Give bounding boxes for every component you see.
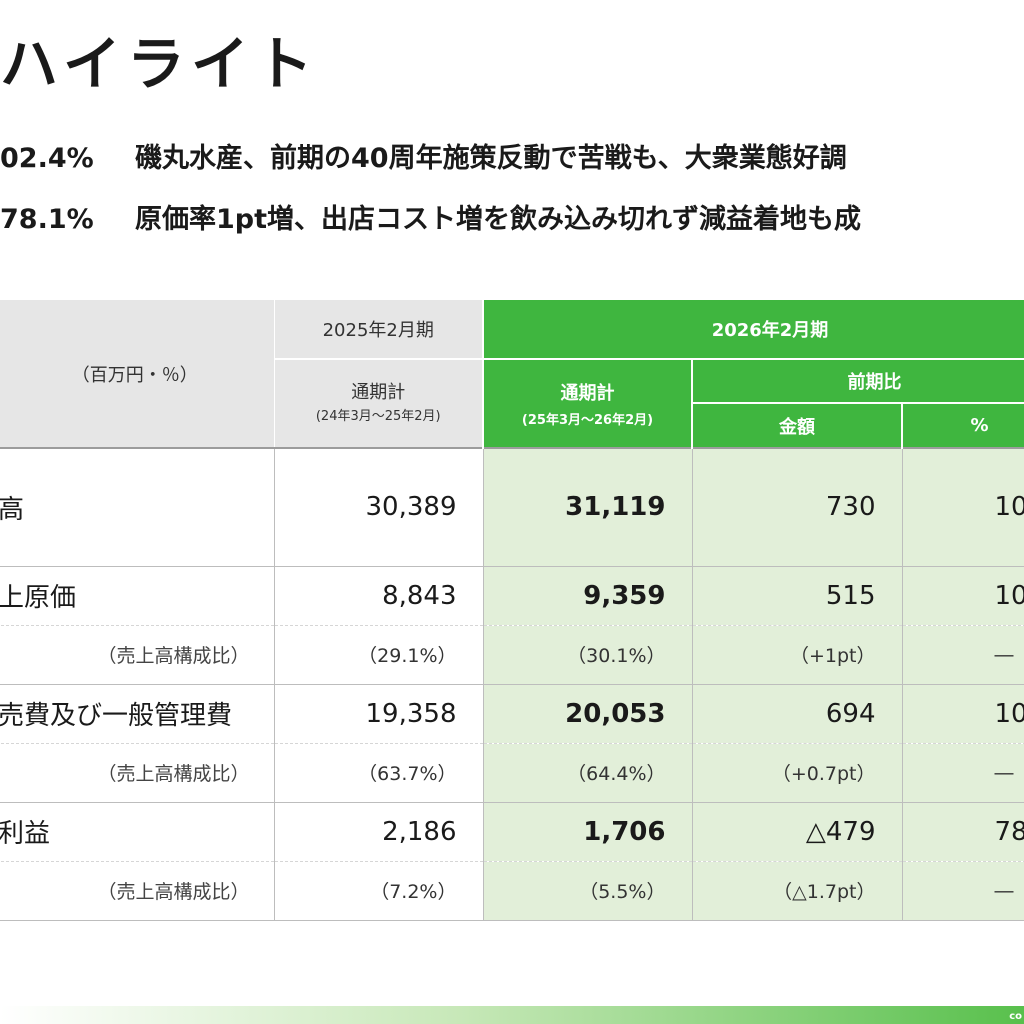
table-row: （売上高構成比） （7.2%） （5.5%） （△1.7pt） ― bbox=[0, 860, 1024, 921]
footer-copyright: co bbox=[1009, 1011, 1022, 1022]
highlight-bullet-profit: 78.1% 原価率1pt増、出店コスト増を飲み込み切れず減益着地も成 bbox=[0, 200, 861, 240]
diff-value: 694 bbox=[692, 683, 903, 743]
prev-ratio: （29.1%） bbox=[274, 624, 484, 684]
prev-full-year-header: 通期計 (24年3月～25年2月) bbox=[274, 359, 483, 448]
prev-value: 8,843 bbox=[274, 565, 484, 625]
table-row: 高 30,389 31,119 730 102 bbox=[0, 447, 1024, 566]
pct-value: 102 bbox=[902, 447, 1024, 566]
diff-ratio: （+1pt） bbox=[692, 624, 903, 684]
row-sublabel: （売上高構成比） bbox=[0, 860, 275, 921]
pct-value: 103 bbox=[902, 683, 1024, 743]
pct-value: 105 bbox=[902, 565, 1024, 625]
cur-ratio: （30.1%） bbox=[483, 624, 693, 684]
diff-ratio: （△1.7pt） bbox=[692, 860, 903, 921]
row-label: 利益 bbox=[0, 801, 275, 861]
amount-header: 金額 bbox=[691, 403, 902, 448]
cur-value: 20,053 bbox=[483, 683, 693, 743]
bullet-text: 磯丸水産、前期の40周年施策反動で苦戦も、大衆業態好調 bbox=[135, 143, 847, 174]
diff-ratio: （+0.7pt） bbox=[692, 742, 903, 802]
table-row: 売費及び一般管理費 19,358 20,053 694 103 bbox=[0, 683, 1024, 743]
cur-ratio: （64.4%） bbox=[483, 742, 693, 802]
prev-value: 2,186 bbox=[274, 801, 484, 861]
prev-period-header: 2025年2月期 bbox=[274, 300, 483, 360]
table-row: 上原価 8,843 9,359 515 105 bbox=[0, 565, 1024, 625]
cur-range-label: (25年3月～26年2月) bbox=[521, 413, 654, 428]
table-row: （売上高構成比） （29.1%） （30.1%） （+1pt） ― bbox=[0, 624, 1024, 684]
row-label: 売費及び一般管理費 bbox=[0, 683, 275, 743]
diff-value: 515 bbox=[692, 565, 903, 625]
pct-ratio: ― bbox=[902, 624, 1024, 684]
cur-period-header: 2026年2月期 bbox=[481, 300, 1024, 360]
prev-value: 30,389 bbox=[274, 447, 484, 566]
highlight-bullet-sales: 02.4% 磯丸水産、前期の40周年施策反動で苦戦も、大衆業態好調 bbox=[0, 139, 847, 179]
cur-ratio: （5.5%） bbox=[483, 860, 693, 921]
pct-ratio: ― bbox=[902, 742, 1024, 802]
table-row: （売上高構成比） （63.7%） （64.4%） （+0.7pt） ― bbox=[0, 742, 1024, 802]
prev-value: 19,358 bbox=[274, 683, 484, 743]
yoy-header: 前期比 bbox=[690, 359, 1024, 404]
percent-header: % bbox=[900, 403, 1024, 448]
diff-value: 730 bbox=[692, 447, 903, 566]
bullet-percent: 78.1% bbox=[0, 204, 94, 235]
row-label: 高 bbox=[0, 447, 275, 566]
footer-bar bbox=[0, 1006, 1024, 1024]
cur-value: 1,706 bbox=[483, 801, 693, 861]
cur-value: 9,359 bbox=[483, 565, 693, 625]
diff-value: △479 bbox=[692, 801, 903, 861]
unit-header: （百万円・％） bbox=[0, 300, 275, 448]
table-row: 利益 2,186 1,706 △479 78 bbox=[0, 801, 1024, 861]
row-sublabel: （売上高構成比） bbox=[0, 624, 275, 684]
prev-full-label: 通期計 bbox=[351, 382, 406, 404]
bullet-text: 原価率1pt増、出店コスト増を飲み込み切れず減益着地も成 bbox=[135, 204, 862, 235]
prev-range-label: (24年3月～25年2月) bbox=[315, 408, 441, 424]
pct-value: 78 bbox=[902, 801, 1024, 861]
cur-value: 31,119 bbox=[483, 447, 693, 566]
prev-ratio: （7.2%） bbox=[274, 860, 484, 921]
prev-ratio: （63.7%） bbox=[274, 742, 484, 802]
page-title: ハイライト bbox=[0, 30, 319, 98]
row-sublabel: （売上高構成比） bbox=[0, 742, 275, 802]
cur-full-label: 通期計 bbox=[560, 383, 615, 404]
pct-ratio: ― bbox=[902, 860, 1024, 921]
cur-full-year-header: 通期計 (25年3月～26年2月) bbox=[482, 359, 692, 448]
financial-table: （百万円・％） 2025年2月期 2026年2月期 通期計 (24年3月～25年… bbox=[0, 300, 1024, 921]
bullet-percent: 02.4% bbox=[0, 143, 94, 174]
row-label: 上原価 bbox=[0, 565, 275, 625]
